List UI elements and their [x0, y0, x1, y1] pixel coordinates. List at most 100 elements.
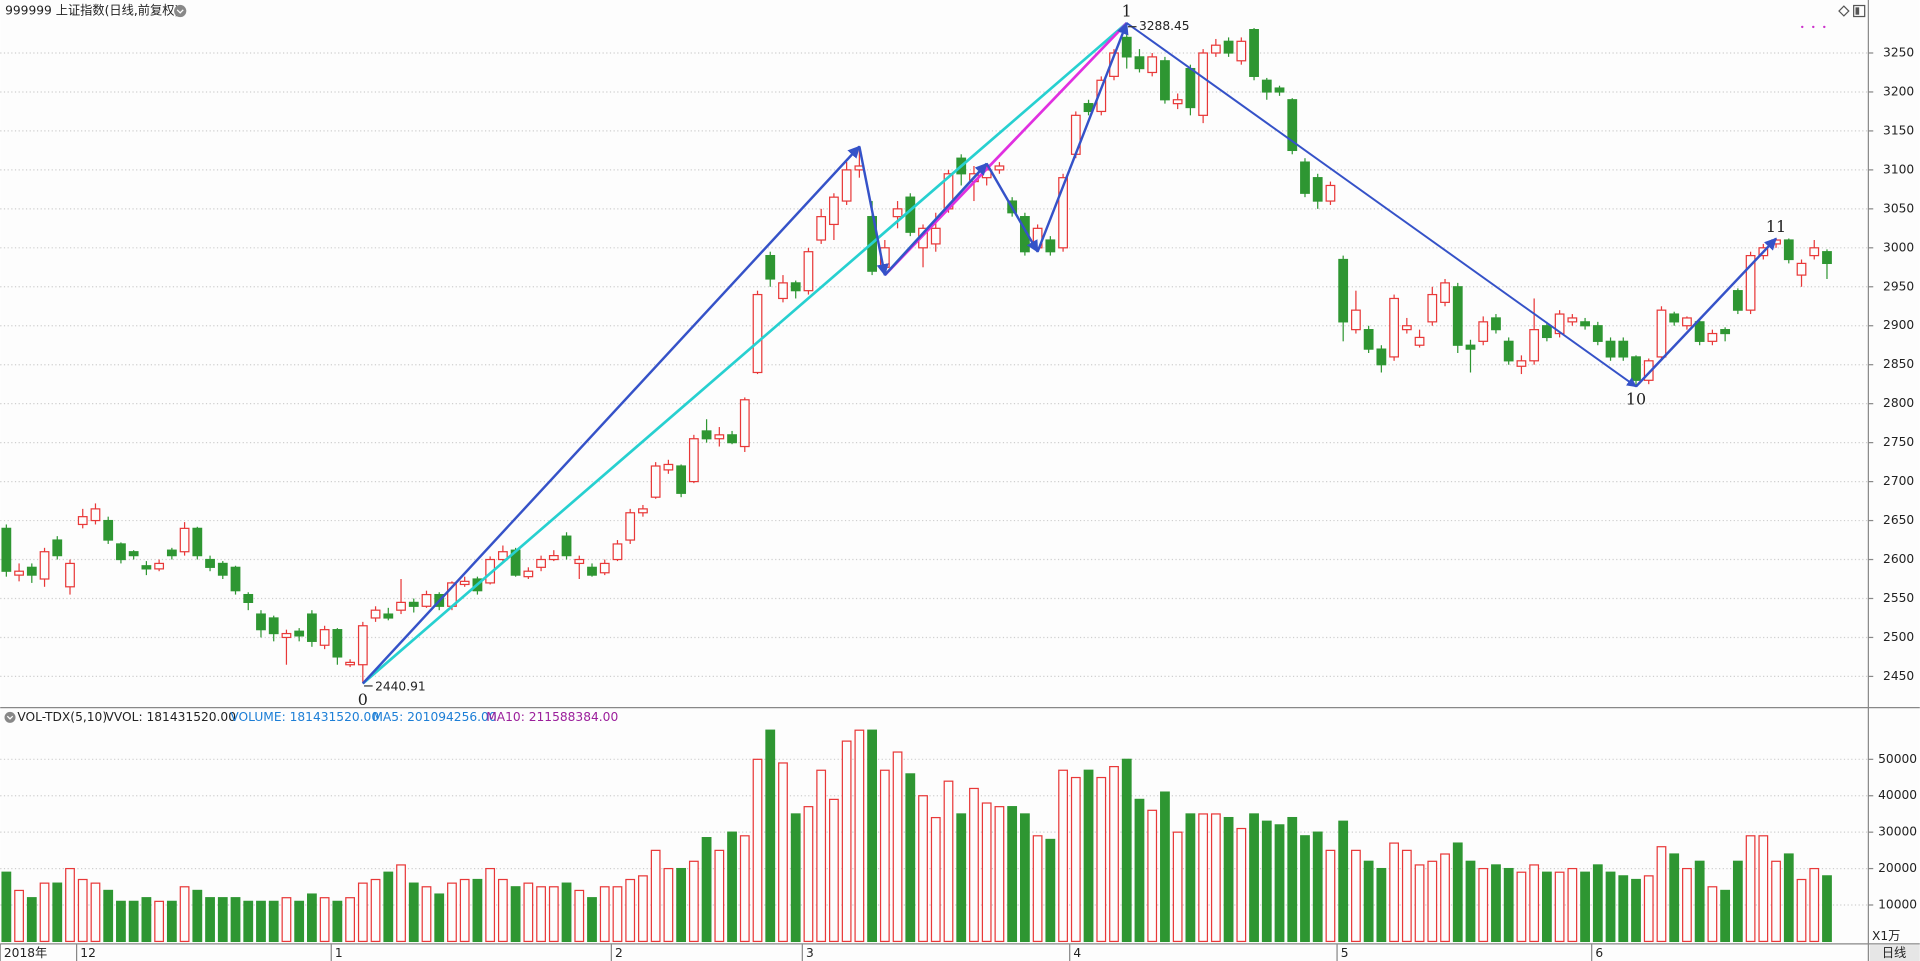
volume-bar — [26, 897, 37, 943]
candle-body — [396, 601, 406, 611]
volume-bar — [1121, 758, 1132, 943]
y-tick-label: 2750 — [1883, 435, 1914, 449]
volume-bar — [1694, 860, 1705, 943]
wave-line — [1036, 21, 1129, 253]
wave-label: 11 — [1766, 217, 1786, 236]
volume-bar — [943, 780, 954, 943]
volume-bar — [510, 886, 521, 943]
candle-body — [1541, 325, 1552, 339]
volume-bar — [1236, 827, 1247, 943]
volume-bar — [1376, 867, 1387, 943]
indicator-menu-icon[interactable] — [4, 711, 16, 723]
candle-body — [1249, 29, 1259, 77]
volume-bar — [1300, 835, 1310, 943]
y-tick-label: 2850 — [1883, 357, 1914, 371]
volume-bar — [1185, 813, 1196, 943]
candle-body — [421, 593, 432, 607]
y-tick-label: 2650 — [1883, 513, 1914, 527]
candle-body — [1656, 309, 1667, 358]
volume-bar — [357, 882, 368, 943]
candle-body — [892, 208, 903, 218]
x-tick-label: 1 — [335, 946, 343, 960]
tool-icon[interactable] — [1838, 5, 1850, 17]
y-tick-label: 30000 — [1878, 825, 1917, 839]
candle-body — [803, 251, 814, 292]
volume-bar — [778, 762, 788, 943]
volume-bar — [52, 882, 63, 943]
volume-bar — [727, 831, 737, 943]
candle-body — [205, 558, 215, 568]
tool-icon[interactable] — [1853, 4, 1866, 18]
volume-bar — [217, 897, 228, 943]
x-tick-label: 3 — [806, 946, 814, 960]
volume-bar — [574, 889, 585, 943]
candle-body — [1567, 317, 1578, 323]
candle-body — [154, 562, 165, 570]
volume-bar — [103, 889, 114, 943]
volume-bar — [1656, 846, 1667, 943]
high-label: 3288.45 — [1139, 19, 1190, 33]
candle-body — [612, 543, 623, 561]
candle-body — [268, 617, 279, 635]
y-tick-label: 2500 — [1883, 630, 1914, 644]
period-label[interactable]: 日线 — [1882, 946, 1906, 960]
candle-body — [103, 519, 114, 541]
volume-bar — [1822, 875, 1832, 943]
x-tick-label: 2018年 — [4, 946, 47, 960]
volume-bar — [1427, 860, 1438, 943]
volume-bar — [1529, 864, 1540, 943]
volume-bar — [1325, 849, 1336, 943]
candle-body — [1452, 286, 1463, 346]
candle-body — [1682, 317, 1692, 327]
candle-body — [752, 293, 763, 374]
volume-bar — [383, 871, 394, 943]
menu-icon[interactable] — [174, 4, 187, 18]
candle-body — [599, 562, 610, 574]
volume-bar — [816, 769, 827, 943]
wave-line — [858, 146, 889, 277]
volume-bar — [166, 900, 177, 943]
y-tick-label: 2700 — [1883, 474, 1914, 488]
candle-body — [1414, 336, 1425, 346]
candle-body — [77, 516, 88, 526]
wave-line — [985, 163, 1039, 253]
candle-body — [1261, 79, 1272, 93]
indicator-value: VOLUME: 181431520.00 — [230, 710, 379, 724]
candle-body — [676, 465, 687, 494]
volume-bar — [854, 729, 865, 943]
candle-body — [1745, 254, 1756, 311]
period-box[interactable] — [1869, 945, 1920, 961]
volume-bar — [1707, 886, 1718, 943]
volume-bar — [1440, 853, 1450, 943]
volume-bar — [1682, 867, 1692, 943]
indicator-value: MA5: 201094256.00 — [372, 710, 496, 724]
volume-bar — [1070, 776, 1081, 943]
candle-body — [739, 399, 750, 448]
candle-body — [332, 629, 343, 658]
volume-bar — [663, 867, 674, 943]
y-tick-label: 2450 — [1883, 669, 1914, 683]
volume-bar — [307, 893, 317, 943]
indicator-name: VOL-TDX(5,10) — [17, 710, 107, 724]
candle-body — [307, 613, 317, 642]
volume-bar — [1516, 871, 1527, 943]
volume-bar — [1771, 860, 1781, 943]
candle-body — [1096, 79, 1107, 113]
candle-body — [1440, 282, 1450, 303]
volume-bar — [370, 878, 381, 943]
candle-body — [663, 463, 674, 471]
candle-body — [1720, 329, 1731, 335]
volume-bar — [1223, 816, 1234, 943]
volume-bar — [230, 897, 241, 943]
candle-body — [1643, 360, 1654, 381]
volume-bar — [701, 837, 712, 943]
volume-bar — [1210, 813, 1221, 943]
candle-body — [841, 169, 852, 202]
candle-body — [1210, 44, 1221, 54]
candle-body — [1491, 317, 1501, 331]
y-tick-label: 2600 — [1883, 552, 1914, 566]
candle-body — [1478, 321, 1489, 342]
volume-bar — [981, 802, 992, 943]
candle-body — [1796, 262, 1807, 276]
